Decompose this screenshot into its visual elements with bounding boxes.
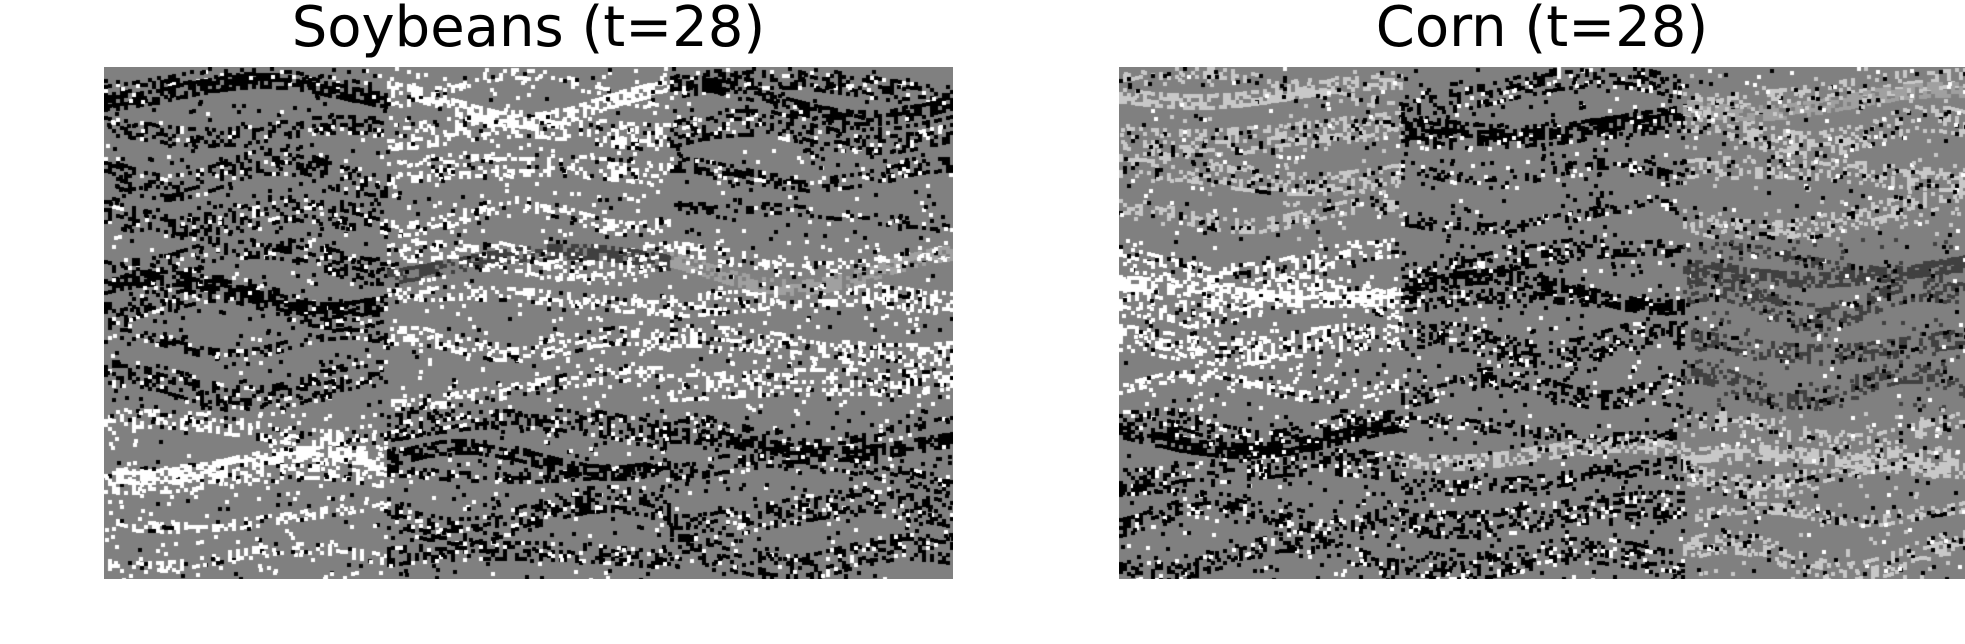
right-panel-title: Corn (t=28) (1375, 0, 1709, 60)
left-panel-title: Soybeans (t=28) (291, 0, 766, 60)
corn-image-grid (1119, 67, 1965, 579)
soybeans-image-grid (104, 67, 953, 579)
